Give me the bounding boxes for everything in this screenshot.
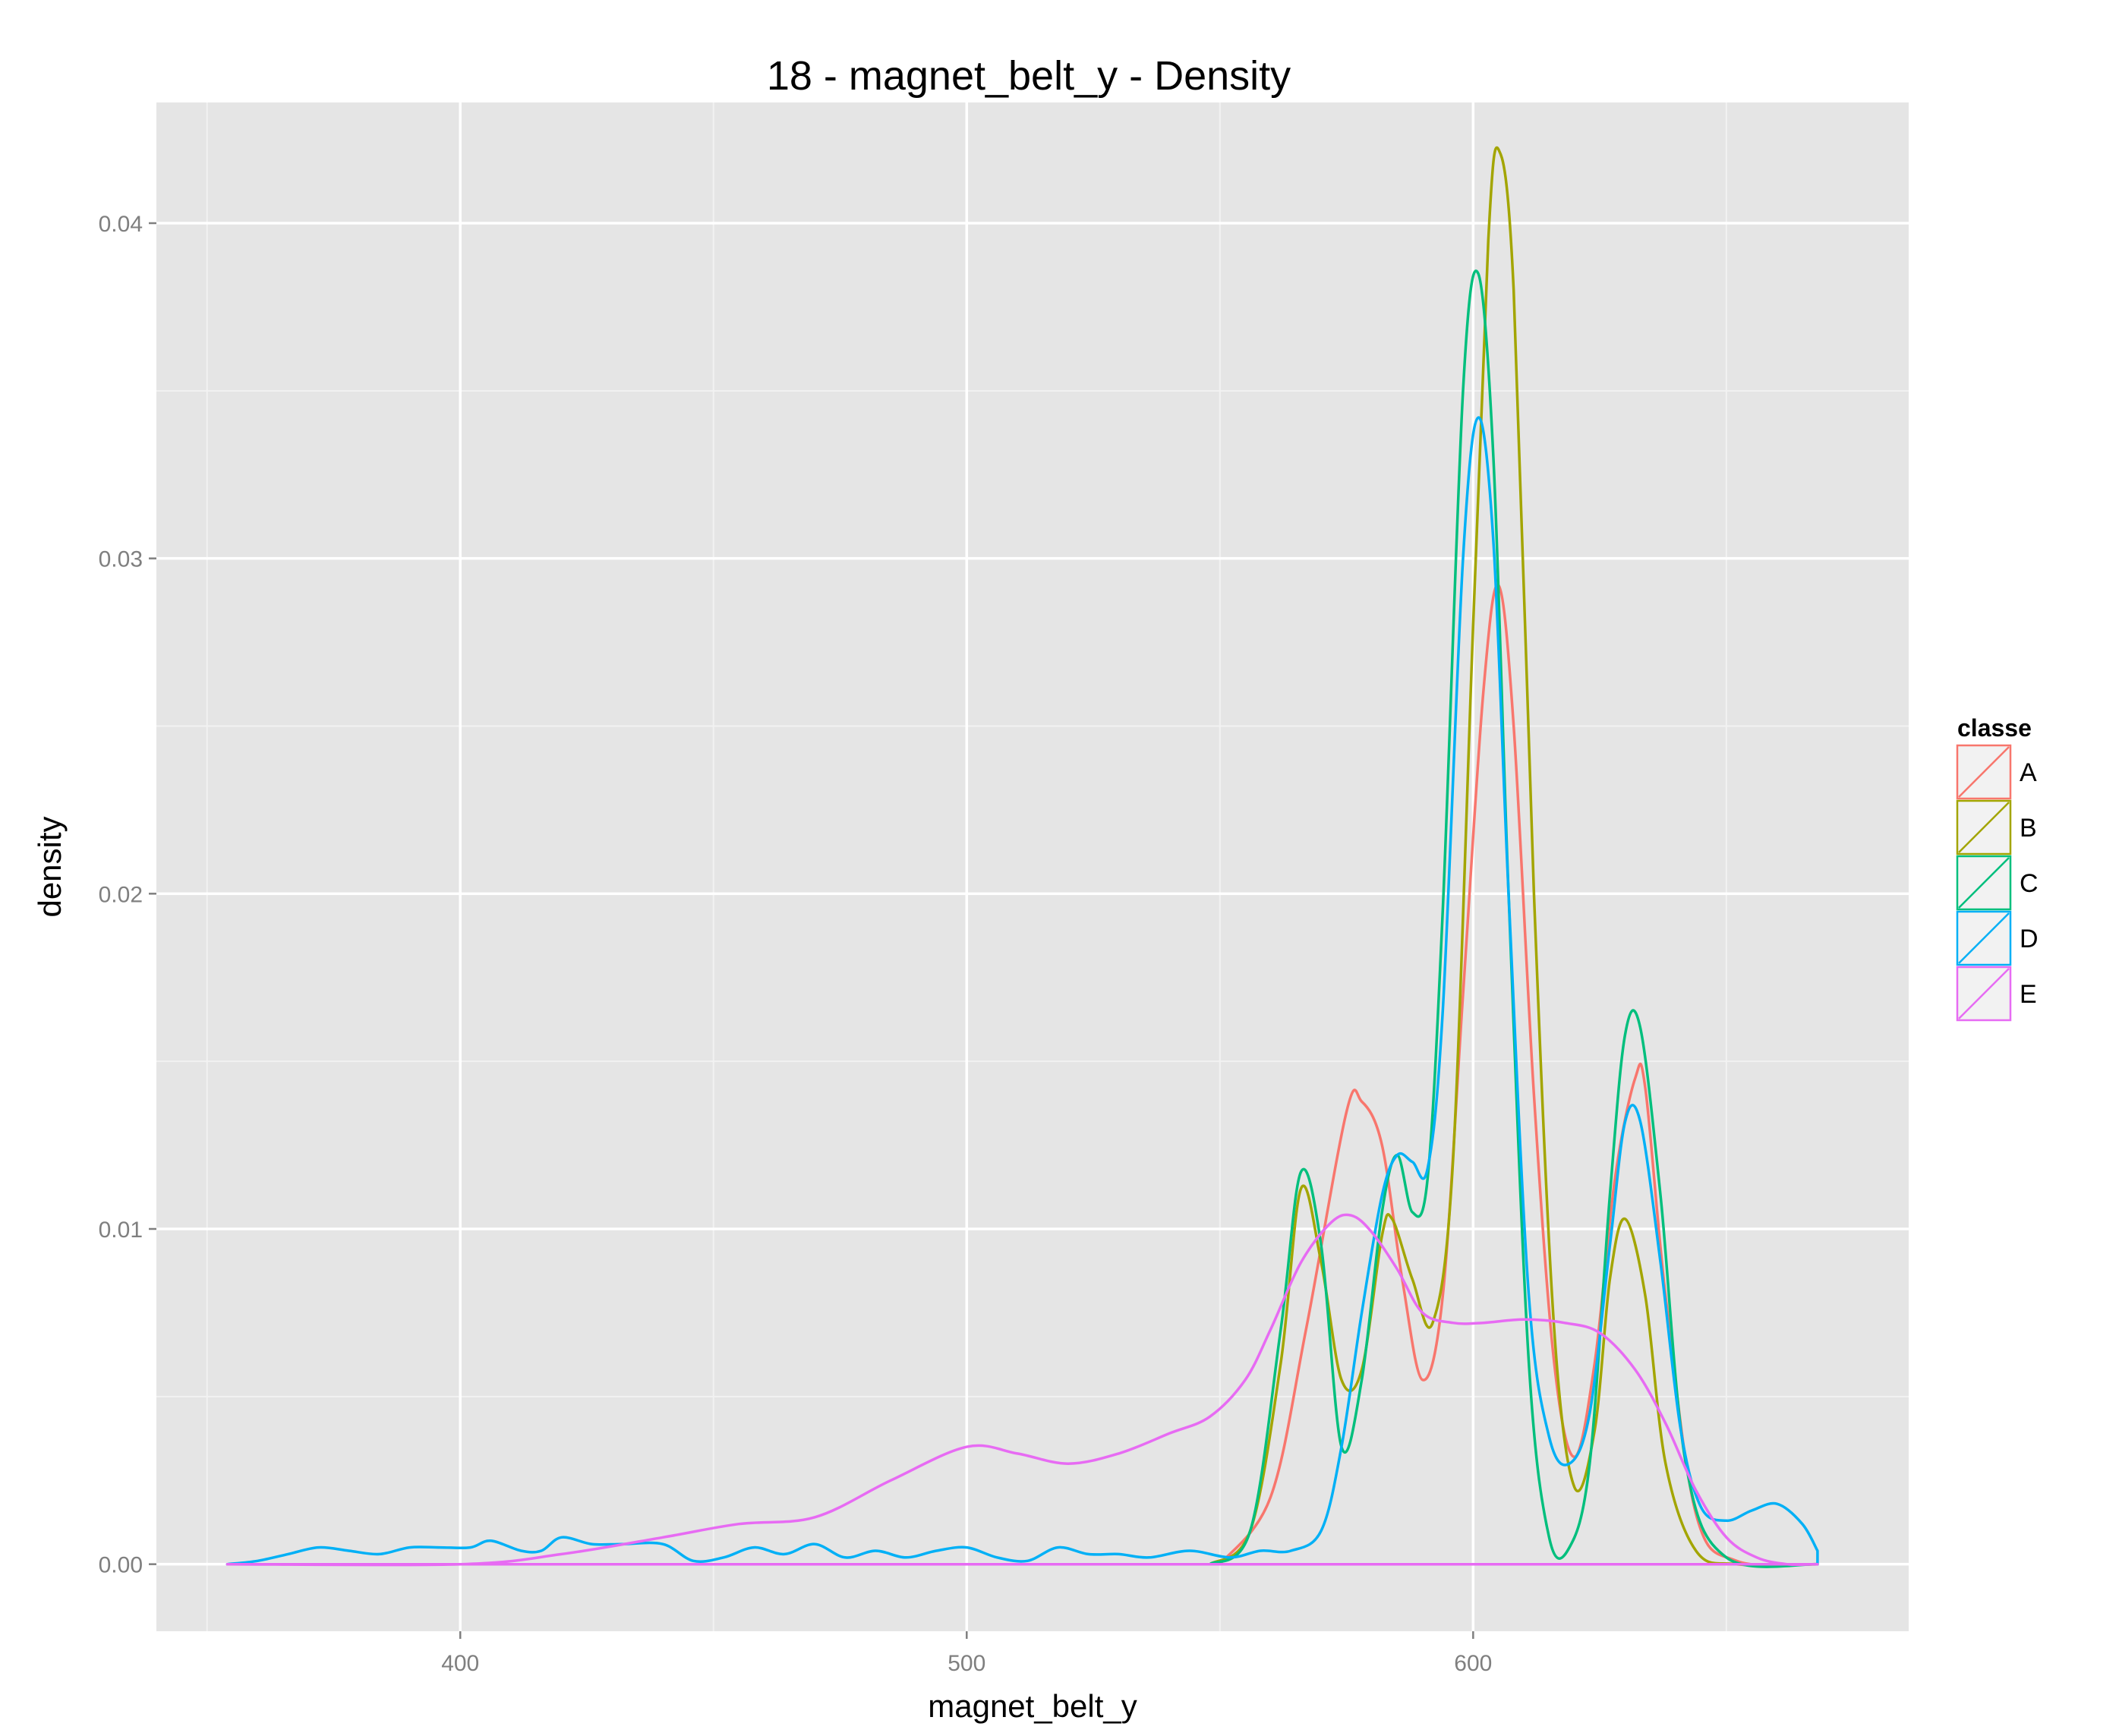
legend-item-b: B bbox=[1956, 799, 2037, 855]
legend-item-c: C bbox=[1956, 855, 2039, 911]
legend-key-slash bbox=[1958, 857, 2010, 909]
legend-label-c: C bbox=[2020, 869, 2039, 898]
y-axis-ticks: 0.00 0.01 0.02 0.03 0.04 bbox=[99, 212, 156, 1578]
legend-label-a: A bbox=[2020, 758, 2037, 787]
density-curve-c bbox=[1208, 269, 1819, 1568]
y-axis-title: density bbox=[32, 816, 68, 917]
legend-key-slash bbox=[1958, 912, 2010, 964]
legend-label-d: D bbox=[2020, 925, 2039, 953]
legend-label-e: E bbox=[2020, 980, 2037, 1009]
legend-title: classe bbox=[1957, 714, 2032, 742]
y-tick-label: 0.03 bbox=[99, 547, 143, 572]
chart-title: 18 - magnet_belt_y - Density bbox=[767, 53, 1291, 99]
y-tick-label: 0.04 bbox=[99, 212, 143, 237]
x-axis-title: magnet_belt_y bbox=[928, 1688, 1137, 1724]
x-axis-ticks: 400 500 600 bbox=[441, 1631, 1492, 1676]
legend-item-e: E bbox=[1956, 966, 2037, 1022]
density-curve-d bbox=[225, 416, 1819, 1566]
minor-gridlines bbox=[156, 102, 1909, 1631]
x-tick-label: 500 bbox=[948, 1651, 985, 1676]
legend-item-d: D bbox=[1956, 910, 2039, 966]
plot-panel bbox=[156, 102, 1909, 1631]
density-curve-b bbox=[1208, 146, 1819, 1567]
density-curve-e bbox=[225, 1213, 1819, 1567]
x-tick-label: 400 bbox=[441, 1651, 479, 1676]
y-tick-label: 0.00 bbox=[99, 1553, 143, 1578]
density-curves bbox=[225, 146, 1819, 1568]
legend-item-a: A bbox=[1956, 744, 2037, 800]
legend-label-b: B bbox=[2020, 814, 2037, 843]
legend-key-slash bbox=[1958, 968, 2010, 1019]
legend-key-slash bbox=[1958, 802, 2010, 853]
y-tick-label: 0.02 bbox=[99, 882, 143, 907]
y-tick-label: 0.01 bbox=[99, 1218, 143, 1243]
x-tick-label: 600 bbox=[1454, 1651, 1492, 1676]
legend-key-slash bbox=[1958, 746, 2010, 798]
density-curve-a bbox=[1219, 583, 1819, 1567]
